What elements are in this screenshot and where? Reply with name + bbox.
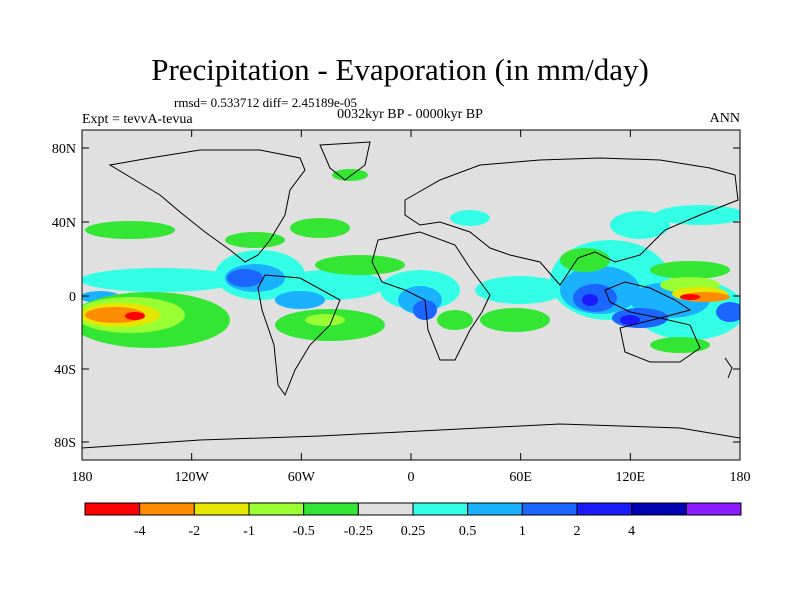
colorbar-swatch xyxy=(193,502,250,516)
lon-tick-label: 60W xyxy=(288,470,316,485)
colorbar-swatch xyxy=(139,502,195,516)
colorbar-swatch xyxy=(467,502,523,516)
lon-tick-label: 0 xyxy=(408,470,415,485)
chart-title: Precipitation - Evaporation (in mm/day) xyxy=(151,52,649,87)
eurasia-outline xyxy=(404,157,739,286)
season-label: ANN xyxy=(709,111,740,126)
colorbar-swatch xyxy=(357,502,414,516)
coastlines xyxy=(82,141,740,449)
contour-field xyxy=(82,141,740,449)
colorbar-label: -4 xyxy=(134,524,146,539)
lat-tick-label: 80S xyxy=(54,436,76,451)
lon-tick-label: 180 xyxy=(72,470,93,485)
africa-outline xyxy=(371,231,491,361)
south-america-outline xyxy=(257,274,341,397)
lat-tick-label: 0 xyxy=(69,290,76,305)
antarctica-outline xyxy=(82,423,740,449)
stats-text: rmsd= 0.533712 diff= 2.45189e-05 xyxy=(174,95,358,110)
greenland-outline xyxy=(319,141,371,181)
colorbar-swatch xyxy=(412,502,469,516)
colorbar-label: 4 xyxy=(628,524,635,539)
period-text: 0032kyr BP - 0000kyr BP xyxy=(337,107,483,122)
colorbar-swatch xyxy=(248,502,305,516)
new-zealand-outline xyxy=(724,357,733,379)
lon-tick-label: 60E xyxy=(509,470,532,485)
experiment-label: Expt = tevvA-tevua xyxy=(82,112,193,127)
colorbar-label: 2 xyxy=(574,524,581,539)
colorbar-swatch xyxy=(631,502,687,516)
australia-outline xyxy=(619,317,701,363)
lon-tick-label: 180 xyxy=(730,470,751,485)
colorbar-swatch xyxy=(303,502,359,516)
negative-max-contours xyxy=(125,294,700,320)
colorbar-swatch xyxy=(521,502,578,516)
colorbar-swatch xyxy=(84,502,141,516)
positive-max-contours xyxy=(582,294,640,325)
lat-tick-label: 40N xyxy=(52,216,76,231)
colorbar-label: -2 xyxy=(188,524,200,539)
latitude-axis: 80N 40N 0 40S 80S xyxy=(52,142,740,451)
colorbar-label: 0.5 xyxy=(459,524,477,539)
maritime-continent-outline xyxy=(604,281,692,319)
lat-tick-label: 80N xyxy=(52,142,76,157)
colorbar-label: 0.25 xyxy=(401,524,426,539)
lat-tick-label: 40S xyxy=(54,363,76,378)
colorbar-swatch xyxy=(685,502,742,516)
colorbar-label: 1 xyxy=(519,524,526,539)
colorbar-label: -1 xyxy=(243,524,255,539)
longitude-axis: 180 120W 60W 0 60E 120E 180 xyxy=(72,130,751,485)
colorbar-swatch xyxy=(576,502,633,516)
lon-tick-label: 120W xyxy=(175,470,210,485)
colorbar-label: -0.25 xyxy=(344,524,373,539)
lon-tick-label: 120E xyxy=(616,470,646,485)
north-america-outline xyxy=(108,149,306,263)
colorbar: -4 -2 -1 -0.5 -0.25 0.25 0.5 1 2 4 xyxy=(84,502,742,539)
colorbar-label: -0.5 xyxy=(293,524,315,539)
